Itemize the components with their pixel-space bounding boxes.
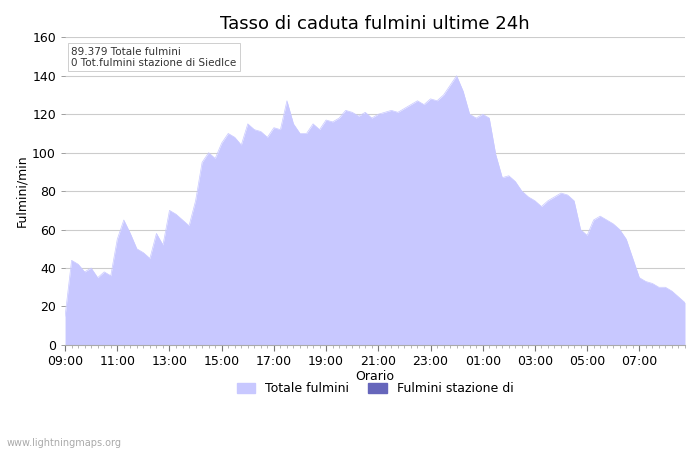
- Legend: Totale fulmini, Fulmini stazione di: Totale fulmini, Fulmini stazione di: [232, 377, 519, 400]
- Text: 89.379 Totale fulmini
0 Tot.fulmini stazione di Siedlce: 89.379 Totale fulmini 0 Tot.fulmini staz…: [71, 46, 237, 68]
- Text: www.lightningmaps.org: www.lightningmaps.org: [7, 438, 122, 448]
- Y-axis label: Fulmini/min: Fulmini/min: [15, 155, 28, 227]
- Title: Tasso di caduta fulmini ultime 24h: Tasso di caduta fulmini ultime 24h: [220, 15, 530, 33]
- X-axis label: Orario: Orario: [356, 370, 395, 383]
